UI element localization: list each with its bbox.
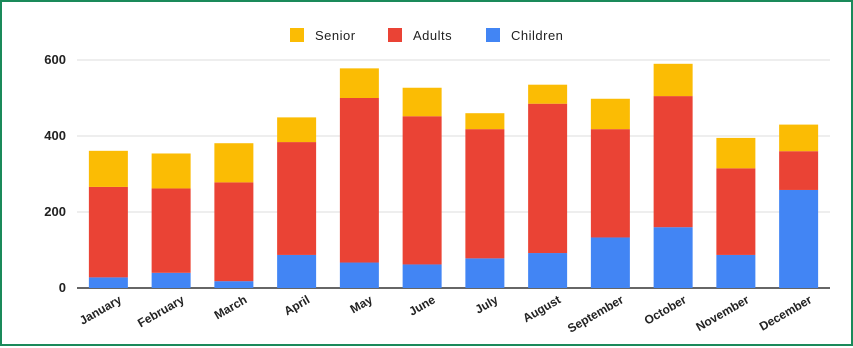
x-tick-label: October xyxy=(642,292,689,327)
bar-children-may xyxy=(339,262,379,288)
bar-children-october xyxy=(653,227,693,288)
legend-label-children: Children xyxy=(511,28,563,43)
y-tick-label: 600 xyxy=(44,52,66,67)
y-tick-label: 0 xyxy=(59,280,66,295)
bar-senior-october xyxy=(653,63,693,97)
bar-adults-may xyxy=(339,98,379,263)
x-tick-label: September xyxy=(565,292,626,335)
bar-children-december xyxy=(779,189,819,288)
bar-children-february xyxy=(151,272,191,288)
y-tick-label: 400 xyxy=(44,128,66,143)
y-axis-ticks: 0 200 400 600 xyxy=(44,52,66,295)
bar-senior-july xyxy=(465,113,505,130)
x-tick-label: April xyxy=(281,292,312,318)
x-tick-label: June xyxy=(406,292,438,318)
legend-swatch-adults xyxy=(388,28,402,42)
bar-adults-april xyxy=(277,142,317,255)
bar-children-april xyxy=(277,254,317,288)
bar-adults-december xyxy=(779,151,819,190)
x-tick-label: December xyxy=(757,292,815,333)
bar-children-august xyxy=(528,253,568,288)
x-axis-labels: January February March April May June July Augu… xyxy=(77,292,814,335)
x-tick-label: July xyxy=(473,292,501,316)
x-tick-label: March xyxy=(212,292,250,322)
legend: Senior Adults Children xyxy=(290,28,563,43)
bar-senior-june xyxy=(402,87,442,117)
bar-senior-november xyxy=(716,137,756,169)
bar-children-november xyxy=(716,254,756,288)
bar-adults-february xyxy=(151,188,191,273)
bar-children-september xyxy=(590,237,630,288)
bar-senior-may xyxy=(339,68,379,98)
bar-senior-april xyxy=(277,117,317,143)
bar-senior-august xyxy=(528,84,568,104)
x-tick-label: May xyxy=(348,292,375,316)
x-tick-label: January xyxy=(77,292,124,327)
bar-children-january xyxy=(88,277,128,288)
bars xyxy=(88,63,819,288)
bar-adults-june xyxy=(402,116,442,265)
bar-adults-november xyxy=(716,168,756,255)
bar-adults-october xyxy=(653,96,693,228)
legend-swatch-children xyxy=(486,28,500,42)
legend-label-senior: Senior xyxy=(315,28,356,43)
bar-adults-march xyxy=(214,182,254,282)
bar-children-june xyxy=(402,264,442,288)
bar-adults-september xyxy=(590,129,630,238)
x-tick-label: August xyxy=(520,292,563,325)
bar-senior-february xyxy=(151,153,191,189)
bar-senior-march xyxy=(214,143,254,183)
bar-senior-december xyxy=(779,124,819,152)
bar-senior-september xyxy=(590,98,630,130)
legend-swatch-senior xyxy=(290,28,304,42)
bar-adults-january xyxy=(88,186,128,278)
bar-adults-august xyxy=(528,103,568,254)
y-tick-label: 200 xyxy=(44,204,66,219)
bar-adults-july xyxy=(465,129,505,259)
grid-lines xyxy=(77,59,830,289)
bar-children-july xyxy=(465,258,505,288)
x-tick-label: November xyxy=(694,292,752,334)
bar-children-march xyxy=(214,281,254,288)
x-tick-label: February xyxy=(135,292,187,330)
bar-senior-january xyxy=(88,150,128,187)
legend-label-adults: Adults xyxy=(413,28,452,43)
